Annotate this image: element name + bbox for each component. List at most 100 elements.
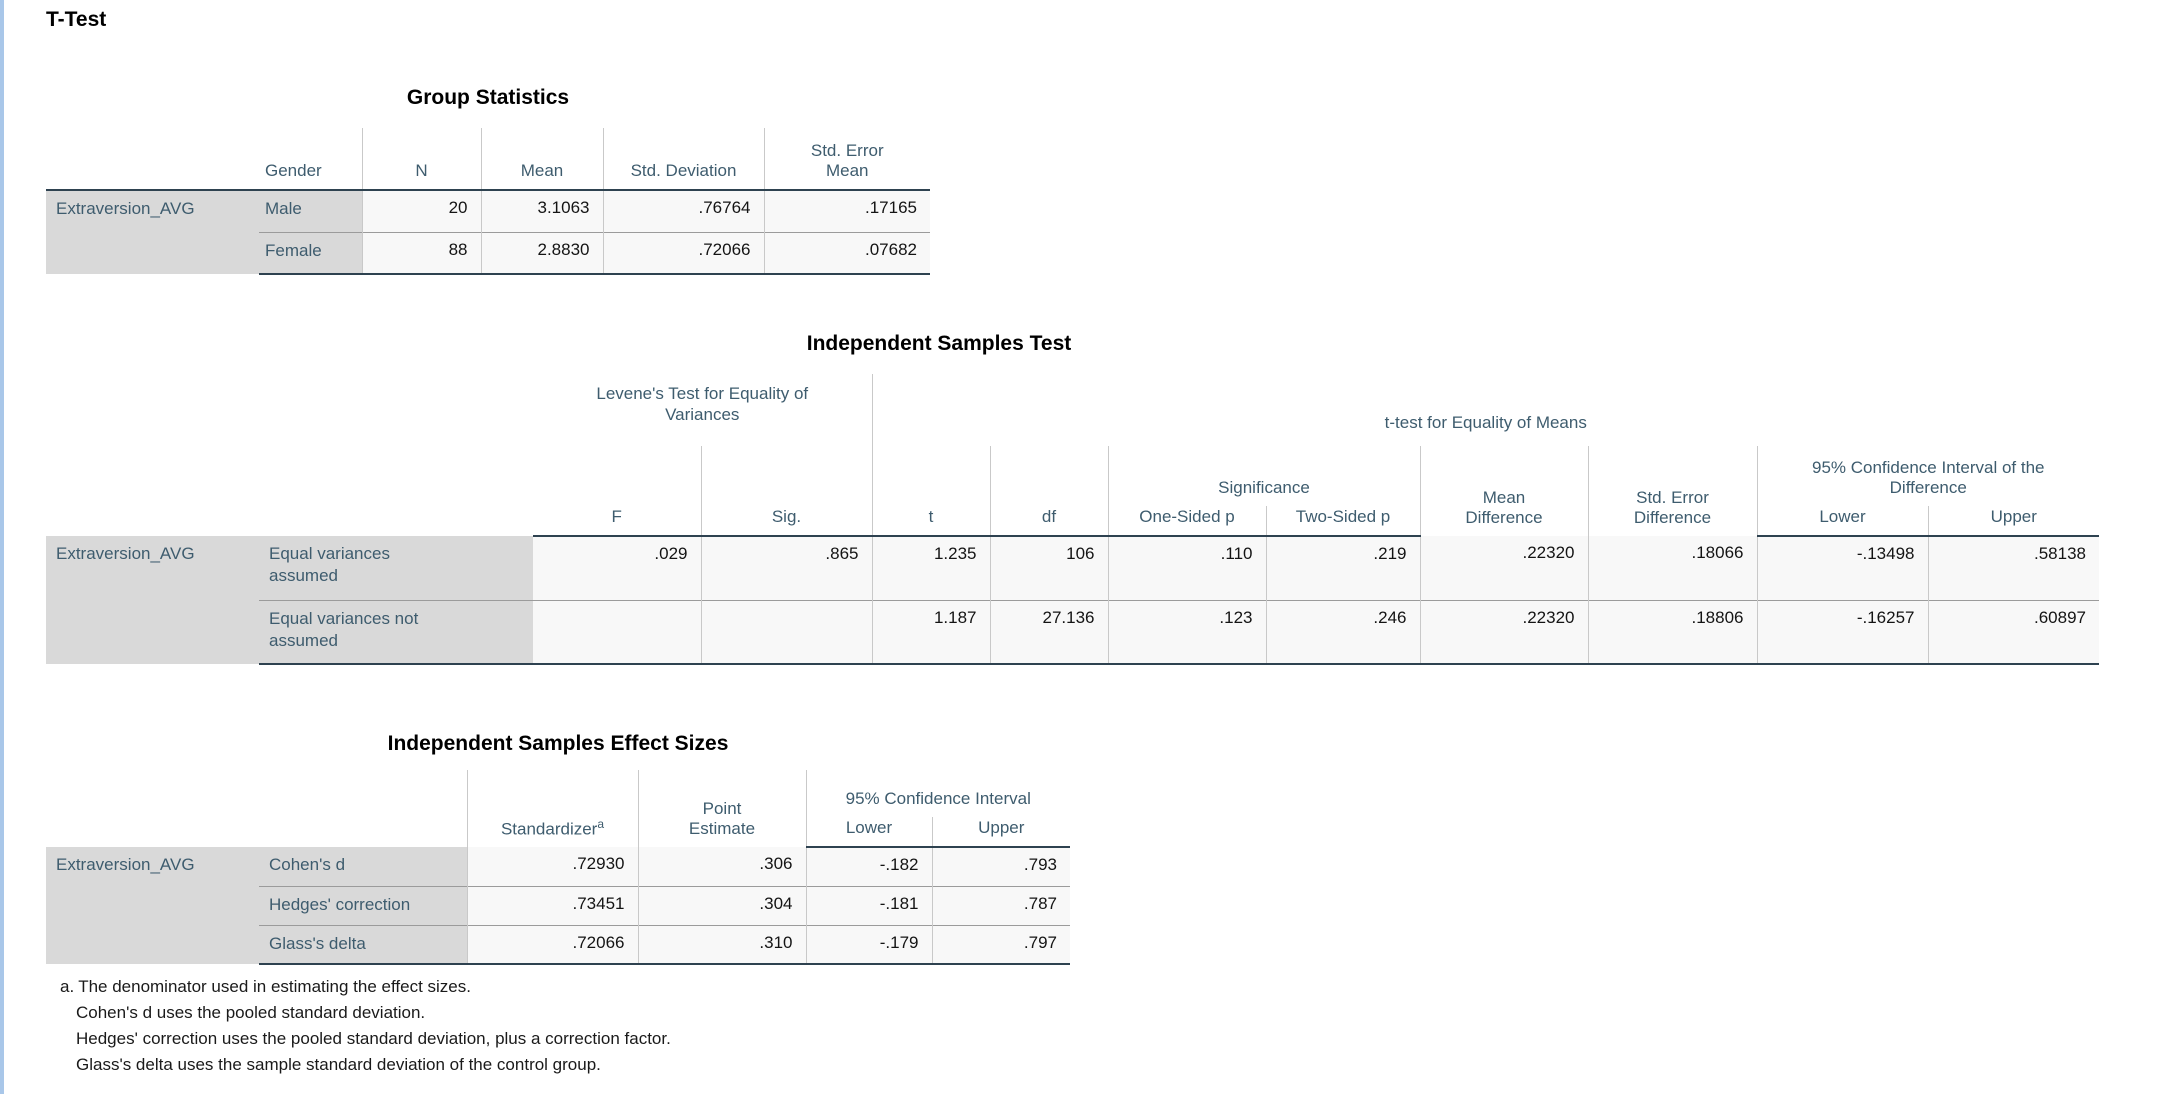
cell-point-estimate: .304 [637, 885, 806, 925]
cell-df: 27.136 [989, 599, 1108, 665]
header-row-spanners: Levene's Test for Equality of Variances … [46, 374, 2099, 536]
column-header-sig: Sig. [700, 506, 872, 537]
header-spacer-df [989, 446, 1108, 506]
cell-point-estimate: .310 [637, 924, 806, 965]
stub-header-blank [46, 374, 533, 536]
cell-n-female: 88 [361, 231, 481, 275]
spanner-levene: Levene's Test for Equality of Variances [596, 384, 809, 424]
table-row-cohens-d: Extraversion_AVG Cohen's d .72930 .306 -… [46, 847, 1070, 964]
cell-f [533, 599, 701, 665]
column-header-ci-upper: Upper [931, 817, 1070, 848]
column-header-mean-difference: Mean Difference [1419, 446, 1588, 536]
cell-std-error-mean-male: .17165 [763, 190, 930, 232]
independent-samples-test-title: Independent Samples Test [806, 332, 1072, 355]
cell-mean-female: 2.8830 [480, 231, 603, 275]
cell-one-sided-p: .123 [1107, 599, 1266, 665]
header-spacer-f [533, 446, 701, 506]
cell-two-sided-p: .219 [1265, 536, 1420, 600]
spanner-t-test: t-test for Equality of Means [871, 374, 2099, 446]
cell-n-male: 20 [361, 190, 481, 232]
stub-header-blank [46, 128, 259, 191]
independent-samples-test-block: Independent Samples Test Levene's Test f… [46, 332, 2099, 665]
column-header-df: df [989, 506, 1108, 537]
cell-ci-lower: -.13498 [1756, 536, 1928, 600]
cell-f: .029 [533, 536, 701, 600]
cell-std-deviation-male: .76764 [602, 190, 764, 232]
cell-point-estimate: .306 [637, 847, 806, 886]
cell-standardizer: .73451 [466, 885, 638, 925]
row-label-equal-variances-not-assumed: Equal variances not assumed [259, 599, 533, 665]
cell-mean-difference: .22320 [1419, 599, 1588, 665]
row-label-glasss-delta: Glass's delta [259, 924, 467, 965]
table-row-male: Extraversion_AVG Male 20 3.1063 .76764 .… [46, 190, 930, 274]
cell-two-sided-p: .246 [1265, 599, 1420, 665]
effect-sizes-table: Standardizera Point Estimate 95% Confide… [46, 770, 1070, 965]
spanner-confidence-interval: 95% Confidence Interval of the Differenc… [1756, 446, 2099, 506]
cell-t: 1.187 [871, 599, 990, 665]
cell-sig: .865 [700, 536, 872, 600]
cell-ci-lower: -.181 [805, 885, 932, 925]
row-dimension-label: Extraversion_AVG [46, 536, 259, 664]
cell-std-error-mean-female: .07682 [763, 231, 930, 275]
footnote-line: Hedges' correction uses the pooled stand… [76, 1029, 671, 1048]
cell-std-error-difference: .18806 [1587, 599, 1757, 665]
cell-ci-upper: .58138 [1927, 536, 2099, 600]
cell-standardizer: .72066 [466, 924, 638, 965]
table-row-female: Female 88 2.8830 .72066 .07682 [46, 231, 930, 275]
column-header-std-deviation: Std. Deviation [602, 128, 764, 191]
column-header-n: N [361, 128, 481, 191]
spanner-significance: Significance [1107, 446, 1420, 506]
pane-left-border [0, 0, 4, 1094]
cell-mean-difference: .22320 [1419, 536, 1588, 600]
cell-one-sided-p: .110 [1107, 536, 1266, 600]
cell-ci-upper: .60897 [1927, 599, 2099, 665]
column-header-std-error-difference: Std. Error Difference [1587, 446, 1757, 536]
row-label-equal-variances-assumed: Equal variances assumed [259, 536, 533, 600]
footnote-line: Glass's delta uses the sample standard d… [76, 1055, 601, 1074]
footnote-line: a. The denominator used in estimating the… [60, 977, 471, 996]
column-header-std-error-mean: Std. Error Mean [763, 128, 930, 191]
cell-ci-upper: .793 [931, 847, 1070, 886]
independent-samples-test-table: Levene's Test for Equality of Variances … [46, 374, 2099, 665]
cell-std-error-difference: .18066 [1587, 536, 1757, 600]
column-header-f: F [533, 506, 701, 537]
row-label-hedges-correction: Hedges' correction [259, 885, 467, 925]
column-header-ci-upper: Upper [1927, 506, 2099, 537]
procedure-title: T-Test [46, 8, 107, 31]
cell-ci-lower: -.16257 [1756, 599, 1928, 665]
cell-ci-lower: -.179 [805, 924, 932, 965]
table-row-equal-variances-not-assumed: Equal variances not assumed 1.187 27.136… [46, 599, 2099, 665]
cell-standardizer: .72930 [466, 847, 638, 886]
row-dimension-label: Extraversion_AVG [46, 847, 259, 964]
cell-ci-upper: .797 [931, 924, 1070, 965]
group-statistics-block: Group Statistics Gender N Mean Std. Devi… [46, 86, 930, 275]
footnote-marker-superscript: a [597, 816, 605, 831]
table-row-hedges-correction: Hedges' correction .73451 .304 -.181 .78… [46, 885, 1070, 925]
table-row-glasss-delta: Glass's delta .72066 .310 -.179 .797 [46, 924, 1070, 965]
spanner-confidence-interval: 95% Confidence Interval [805, 770, 1070, 817]
group-statistics-table: Gender N Mean Std. Deviation Std. Error … [46, 128, 930, 275]
header-row-leaf: Lower Upper [46, 817, 1070, 848]
header-spacer-t [871, 446, 990, 506]
effect-sizes-title: Independent Samples Effect Sizes [387, 732, 729, 755]
column-header-point-estimate: Point Estimate [637, 770, 806, 847]
footnote-marker: a. [60, 977, 75, 996]
header-spacer-sig [700, 446, 872, 506]
row-label-female: Female [259, 231, 362, 275]
table-footnotes: a. The denominator used in estimating the… [60, 974, 671, 1078]
cell-sig [700, 599, 872, 665]
column-header-two-sided-p: Two-Sided p [1265, 506, 1420, 537]
column-header-t: t [871, 506, 990, 537]
group-statistics-title: Group Statistics [406, 86, 570, 109]
column-header-standardizer: Standardizera [466, 770, 638, 847]
row-dimension-label: Extraversion_AVG [46, 190, 259, 274]
cell-t: 1.235 [871, 536, 990, 600]
header-row-leaf: F Sig. t df One-Sided p Two-Sided p Lowe… [46, 506, 2099, 537]
header-row-sub-spanners: Significance Mean Difference Std. Error … [46, 446, 2099, 536]
stub-header-blank [46, 770, 467, 847]
cell-ci-upper: .787 [931, 885, 1070, 925]
column-header-gender: Gender [259, 128, 362, 191]
column-header-ci-lower: Lower [805, 817, 932, 848]
row-label-cohens-d: Cohen's d [259, 847, 467, 886]
